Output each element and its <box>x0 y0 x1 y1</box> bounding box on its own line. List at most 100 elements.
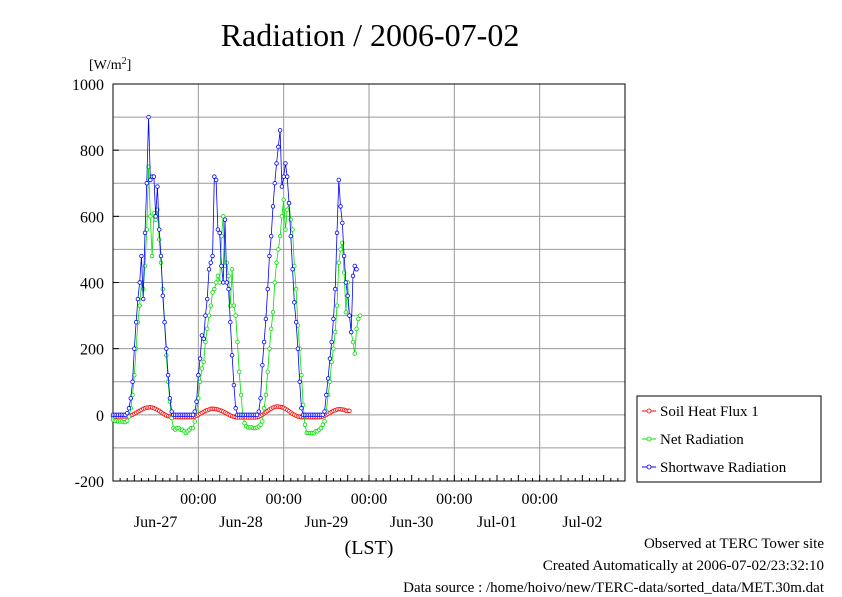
data-point <box>352 351 357 356</box>
data-point <box>158 253 164 259</box>
data-point <box>352 263 357 269</box>
data-point <box>128 396 133 401</box>
data-point <box>274 161 279 166</box>
data-point <box>233 313 238 318</box>
data-point <box>272 181 277 186</box>
data-point <box>190 412 196 418</box>
legend-swatch-marker <box>646 408 652 414</box>
legend-swatch-marker <box>646 464 652 470</box>
data-point <box>151 174 157 179</box>
data-point <box>231 382 237 388</box>
data-point <box>206 267 212 272</box>
data-point <box>235 339 240 345</box>
y-tick-label: 800 <box>80 143 104 160</box>
y-axis-unit-superscript: 2 <box>122 56 127 67</box>
data-point <box>213 280 219 285</box>
data-point <box>322 419 327 424</box>
data-point <box>331 316 336 322</box>
legend-label: Soil Heat Flux 1 <box>660 404 759 420</box>
x-tick-label-date: Jul-02 <box>562 514 602 531</box>
x-tick-label-time: 00:00 <box>351 491 387 508</box>
data-point <box>139 253 144 259</box>
data-point <box>233 406 238 411</box>
data-point <box>295 346 301 351</box>
data-point <box>256 409 261 414</box>
data-point <box>356 316 361 322</box>
x-tick-label-date: Jul-01 <box>477 514 517 531</box>
data-point <box>149 253 155 259</box>
data-point <box>199 333 205 338</box>
data-point <box>292 300 297 305</box>
data-point <box>194 399 199 404</box>
data-point <box>293 286 299 292</box>
data-point <box>324 392 329 398</box>
data-point <box>219 263 224 269</box>
data-point <box>142 230 148 236</box>
data-point <box>258 396 263 401</box>
data-point <box>341 253 347 259</box>
data-point <box>343 310 349 315</box>
data-point <box>213 177 219 183</box>
data-point <box>215 273 221 279</box>
data-point <box>146 114 151 120</box>
data-series <box>110 114 363 436</box>
series-shortwave-radiation <box>110 114 359 418</box>
footer-created: Created Automatically at 2006-07-02/23:3… <box>542 558 824 574</box>
data-point <box>354 326 359 332</box>
data-point <box>137 280 142 285</box>
series-line <box>113 117 357 416</box>
data-point <box>265 286 270 292</box>
data-point <box>165 379 171 384</box>
data-point <box>167 396 173 401</box>
x-tick-label-date: Jun-30 <box>390 514 434 531</box>
data-point <box>228 320 233 325</box>
data-point <box>354 267 359 272</box>
data-point <box>274 260 279 265</box>
data-point <box>265 369 270 375</box>
data-point <box>162 320 167 325</box>
data-point <box>164 346 169 351</box>
data-point <box>331 346 336 351</box>
data-point <box>208 303 213 308</box>
data-point <box>212 174 217 179</box>
data-point <box>322 409 327 414</box>
data-point <box>285 207 290 212</box>
data-point <box>217 280 222 285</box>
data-point <box>261 339 267 345</box>
data-point <box>141 296 146 302</box>
footer-source: Data source : /home/hoivo/new/TERC-data/… <box>403 580 824 596</box>
data-point <box>338 247 343 252</box>
data-point <box>205 326 210 332</box>
data-point <box>231 303 237 308</box>
data-point <box>263 316 269 322</box>
data-point <box>203 339 208 345</box>
data-point <box>338 204 343 209</box>
data-point <box>318 425 324 431</box>
y-axis-unit-label: [W/m2] <box>89 56 131 73</box>
data-point <box>293 320 299 325</box>
data-point <box>283 227 288 232</box>
data-point <box>148 214 153 219</box>
data-point <box>336 177 341 183</box>
data-point <box>286 200 292 206</box>
data-point <box>157 237 162 242</box>
data-point <box>197 356 203 361</box>
data-point <box>133 320 139 325</box>
data-point <box>334 230 340 236</box>
data-point <box>229 267 235 272</box>
data-point <box>281 197 286 202</box>
y-tick-label: 400 <box>80 276 104 293</box>
data-point <box>327 356 333 361</box>
data-point <box>329 339 334 345</box>
data-point <box>226 273 231 279</box>
data-point <box>267 346 272 351</box>
data-point <box>169 409 174 414</box>
data-point <box>350 273 356 279</box>
data-point <box>126 406 132 411</box>
data-point <box>302 422 308 427</box>
data-point <box>165 372 171 378</box>
data-point <box>130 379 135 384</box>
data-point <box>144 181 149 186</box>
y-tick-label: 1000 <box>72 77 104 94</box>
data-point <box>276 247 281 252</box>
